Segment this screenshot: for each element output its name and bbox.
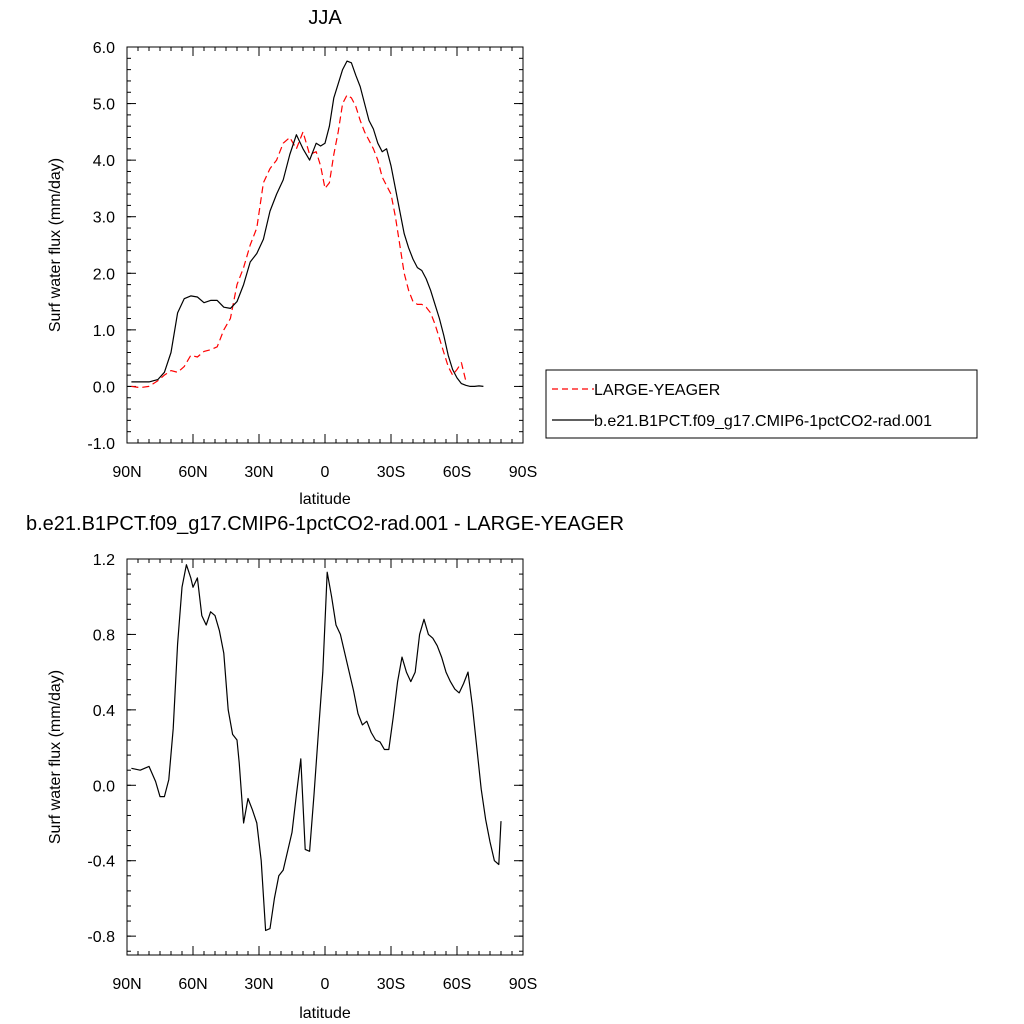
bottom-x-tick-label: 30S [377,976,405,993]
bottom-y-tick-label: 0.0 [93,778,115,795]
top-series-line-0 [131,94,467,389]
top-x-tick-label: 90N [112,464,141,481]
top-y-tick-label: 6.0 [93,40,115,57]
bottom-x-tick-label: 0 [321,976,330,993]
top-plot-frame [126,46,524,444]
top-plot-area: 90N 60N 30N 0 30S 60S 90S -1.0 0.0 1.0 2.0 3.0 4.0 5.… [87,40,537,481]
top-x-tick-label: 60S [443,464,471,481]
top-y-tick-label: 2.0 [93,266,115,283]
bottom-x-tick-label: 90N [112,976,141,993]
top-series-line-1 [131,60,484,387]
bottom-x-tick-label: 30N [244,976,273,993]
top-y-tick-label: 3.0 [93,210,115,227]
bottom-x-tick-label: 60S [443,976,471,993]
top-y-axis-label: Surf water flux (mm/day) [47,158,64,332]
top-y-tick-label: 0.0 [93,379,115,396]
top-chart-title: JJA [308,7,342,29]
bottom-chart-title: b.e21.B1PCT.f09_g17.CMIP6-1pctCO2-rad.00… [26,513,624,535]
bottom-x-tick-label: 60N [178,976,207,993]
top-y-tick-label: 1.0 [93,323,115,340]
bottom-panel: b.e21.B1PCT.f09_g17.CMIP6-1pctCO2-rad.00… [26,513,624,1022]
bottom-y-tick-label: 1.2 [93,552,115,569]
top-y-tick-label: -1.0 [87,436,115,453]
top-x-tick-label: 30S [377,464,405,481]
bottom-y-axis-label: Surf water flux (mm/day) [47,670,64,844]
top-y-tick-label: 4.0 [93,153,115,170]
bottom-series-line-0 [131,564,502,932]
top-panel: JJA 90N 60N 30N 0 30S 60S 90S -1.0 0.0 1.0 2.0 3.0 4… [47,7,537,508]
bottom-y-tick-label: 0.4 [93,703,115,720]
legend-label-cmip6: b.e21.B1PCT.f09_g17.CMIP6-1pctCO2-rad.00… [594,413,932,430]
legend: LARGE-YEAGER b.e21.B1PCT.f09_g17.CMIP6-1… [545,369,978,439]
bottom-x-axis-label: latitude [299,1005,351,1022]
top-x-tick-label: 90S [509,464,537,481]
top-x-tick-label: 0 [321,464,330,481]
bottom-y-tick-label: -0.4 [87,854,115,871]
bottom-y-tick-label: -0.8 [87,929,115,946]
bottom-plot-area: 90N 60N 30N 0 30S 60S 90S -0.8 -0.4 0.0 0.4 0.8 1.2 [87,552,537,993]
bottom-x-tick-label: 90S [509,976,537,993]
legend-box [545,369,978,439]
bottom-y-tick-label: 0.8 [93,627,115,644]
top-x-tick-label: 60N [178,464,207,481]
top-x-axis-label: latitude [299,491,351,508]
legend-label-large-yeager: LARGE-YEAGER [594,382,720,399]
top-x-tick-label: 30N [244,464,273,481]
top-y-tick-label: 5.0 [93,97,115,114]
